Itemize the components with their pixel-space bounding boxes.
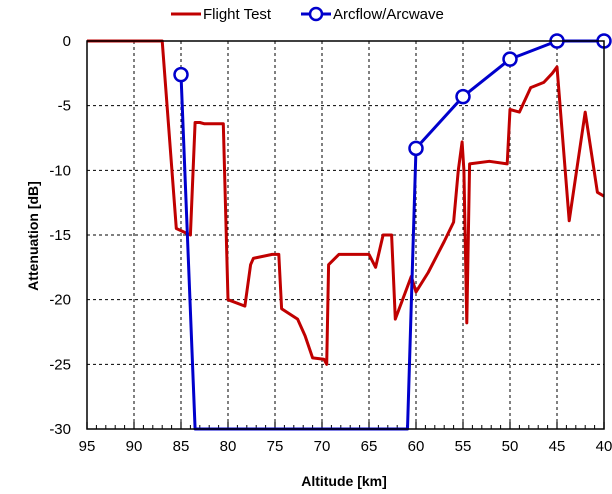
plot-frame bbox=[86, 40, 605, 430]
arcflow-arcwave-marker bbox=[408, 140, 424, 157]
y-tick-labels: 0 -5 -10 -15 -20 -25 -30 bbox=[49, 33, 71, 438]
legend: Flight Test Arcflow/Arcwave bbox=[171, 6, 444, 23]
y-tick-label: -15 bbox=[49, 227, 71, 244]
x-tick-label: 60 bbox=[408, 438, 425, 455]
x-tick-label: 70 bbox=[314, 438, 331, 455]
x-tick-label: 40 bbox=[596, 438, 612, 455]
arcflow-arcwave-marker bbox=[455, 88, 471, 105]
x-tick-label: 65 bbox=[361, 438, 378, 455]
flight-test-line bbox=[87, 39, 605, 366]
y-tick-label: -5 bbox=[58, 98, 71, 115]
x-tick-label: 45 bbox=[549, 438, 566, 455]
x-tick-label: 90 bbox=[126, 438, 143, 455]
legend-label-flight-test: Flight Test bbox=[203, 6, 272, 23]
x-tick-label: 80 bbox=[220, 438, 237, 455]
y-tick-label: 0 bbox=[63, 33, 71, 50]
arcflow-arcwave-marker bbox=[502, 51, 518, 67]
x-tick-label: 95 bbox=[79, 438, 96, 455]
x-tick-label: 85 bbox=[173, 438, 190, 455]
y-tick-label: -30 bbox=[49, 421, 71, 438]
y-tick-label: -25 bbox=[49, 356, 71, 373]
legend-marker-arcflow-arcwave bbox=[308, 6, 324, 22]
y-axis-title: Attenuation [dB] bbox=[25, 181, 41, 291]
series-markers bbox=[173, 33, 612, 157]
y-tick-label: -10 bbox=[49, 162, 71, 179]
x-axis-title: Altitude [km] bbox=[301, 473, 387, 489]
x-tick-labels: 95 90 85 80 75 70 65 60 55 50 45 40 bbox=[79, 438, 612, 455]
x-tick-label: 55 bbox=[455, 438, 472, 455]
grid-lines bbox=[87, 41, 604, 429]
arcflow-arcwave-marker bbox=[173, 66, 189, 83]
y-tick-label: -20 bbox=[49, 292, 71, 309]
x-tick-label: 50 bbox=[502, 438, 519, 455]
legend-label-arcflow-arcwave: Arcflow/Arcwave bbox=[333, 6, 444, 23]
x-tick-label: 75 bbox=[267, 438, 284, 455]
